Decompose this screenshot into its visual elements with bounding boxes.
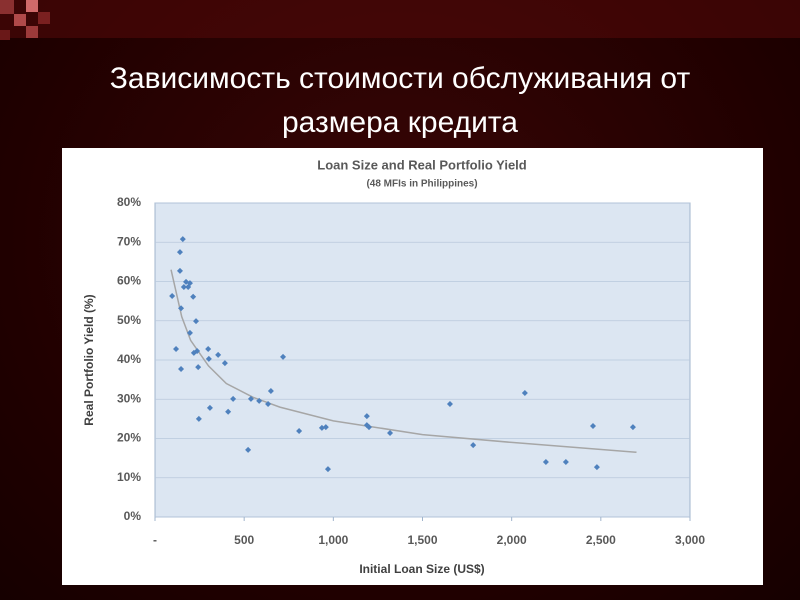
point bbox=[206, 404, 213, 411]
slide-title: Зависимость стоимости обслуживания от bbox=[109, 62, 691, 95]
point bbox=[178, 305, 185, 312]
point bbox=[322, 424, 329, 431]
point bbox=[387, 430, 394, 437]
y-tick-label: 50% bbox=[117, 313, 141, 327]
point bbox=[629, 424, 636, 431]
y-tick-label: 40% bbox=[117, 352, 141, 366]
y-axis-label: Real Portfolio Yield (%) bbox=[82, 294, 96, 425]
x-tick-label: 2,000 bbox=[497, 533, 527, 547]
point bbox=[180, 283, 187, 290]
chart-subtitle: (48 MFIs in Philippines) bbox=[366, 179, 477, 190]
point bbox=[194, 347, 201, 354]
point bbox=[280, 353, 287, 360]
slide-title: размера кредита bbox=[282, 106, 518, 139]
point bbox=[169, 293, 176, 300]
point bbox=[230, 395, 237, 402]
point bbox=[186, 280, 193, 287]
x-tick-label: 3,000 bbox=[675, 533, 705, 547]
point bbox=[215, 351, 222, 358]
point bbox=[521, 389, 528, 396]
x-tick-label: 1,000 bbox=[318, 533, 348, 547]
y-tick-label: 20% bbox=[117, 431, 141, 445]
y-tick-label: 60% bbox=[117, 274, 141, 288]
y-tick-label: 10% bbox=[117, 470, 141, 484]
point bbox=[363, 413, 370, 420]
point bbox=[186, 329, 193, 336]
point bbox=[245, 446, 252, 453]
point bbox=[318, 424, 325, 431]
x-axis-label: Initial Loan Size (US$) bbox=[359, 562, 484, 576]
point bbox=[247, 395, 254, 402]
x-tick-label: 500 bbox=[234, 533, 254, 547]
point bbox=[542, 459, 549, 466]
chart-title: Loan Size and Real Portfolio Yield bbox=[317, 157, 527, 172]
point bbox=[221, 360, 228, 367]
x-tick-label: 1,500 bbox=[407, 533, 437, 547]
decoration bbox=[0, 0, 800, 40]
point bbox=[173, 346, 180, 353]
x-tick-label: 2,500 bbox=[586, 533, 616, 547]
point bbox=[179, 236, 186, 243]
point bbox=[195, 364, 202, 371]
point bbox=[265, 400, 272, 407]
point bbox=[296, 428, 303, 435]
point bbox=[267, 388, 274, 395]
point bbox=[589, 422, 596, 429]
point bbox=[366, 424, 372, 431]
point bbox=[176, 249, 183, 256]
point bbox=[470, 442, 477, 449]
y-tick-label: 80% bbox=[117, 195, 141, 209]
x-tick-label: - bbox=[153, 533, 157, 547]
point bbox=[205, 346, 212, 353]
point bbox=[176, 267, 183, 274]
point bbox=[178, 366, 185, 373]
y-tick-label: 0% bbox=[124, 509, 142, 523]
point bbox=[593, 464, 600, 471]
point bbox=[195, 415, 202, 422]
point bbox=[446, 400, 453, 407]
point bbox=[225, 408, 232, 415]
point bbox=[190, 293, 197, 300]
point bbox=[205, 355, 212, 362]
point bbox=[562, 459, 569, 466]
point bbox=[256, 397, 263, 404]
point bbox=[193, 318, 200, 325]
point bbox=[324, 466, 331, 473]
y-tick-label: 70% bbox=[117, 234, 141, 248]
y-tick-label: 30% bbox=[117, 391, 141, 405]
